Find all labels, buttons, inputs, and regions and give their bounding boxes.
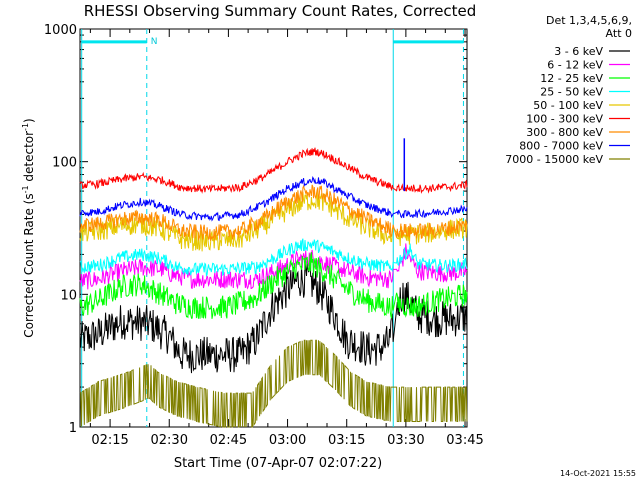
series-group: [79, 138, 468, 428]
footer-date: 14-Oct-2021 15:55: [560, 469, 636, 478]
legend-label: 300 - 800 keV: [526, 126, 603, 139]
flag-marker-label: N: [151, 37, 158, 47]
x-tick-label: 02:45: [210, 433, 247, 448]
y-tick-label: 1: [69, 421, 77, 436]
y-label-end: ): [22, 118, 36, 123]
legend-label: 50 - 100 keV: [533, 99, 603, 112]
y-label-mid: detector: [22, 131, 36, 186]
legend-label: 3 - 6 keV: [554, 45, 603, 58]
legend-label: 800 - 7000 keV: [519, 140, 603, 153]
series-line: [79, 261, 468, 374]
legend-header-1: Det 1,3,4,5,6,9,: [546, 14, 632, 27]
x-tick-label: 03:00: [269, 433, 306, 448]
series-line: [79, 252, 468, 319]
y-tick-label: 100: [52, 156, 77, 171]
series-line: [79, 184, 468, 242]
y-tick-label: 10: [60, 288, 77, 303]
axis-ticks: 02:15 02:30 02:45 03:00 03:15 03:30 03:45 1 10 10…: [44, 23, 484, 448]
x-tick-label: 02:30: [151, 433, 188, 448]
y-label-sup2: -1: [21, 123, 30, 131]
legend-header-2: Att 0: [606, 27, 632, 40]
series-line: [79, 238, 468, 277]
series-line: [79, 175, 468, 222]
y-label-sup1: -1: [21, 185, 30, 193]
x-tick-label: 02:15: [91, 433, 128, 448]
y-axis-label: Corrected Count Rate (s-1 detector-1): [21, 118, 36, 337]
series-line: [79, 243, 468, 290]
legend-label: 12 - 25 keV: [540, 72, 603, 85]
series-line: [79, 147, 468, 194]
legend-label: 25 - 50 keV: [540, 86, 603, 99]
x-axis-label: Start Time (07-Apr-07 02:07:22): [174, 456, 382, 471]
y-label-main: Corrected Count Rate (s: [22, 193, 36, 337]
x-tick-label: 03:30: [387, 433, 424, 448]
legend-label: 6 - 12 keV: [547, 59, 603, 72]
x-tick-label: 03:45: [446, 433, 483, 448]
chart-title: RHESSI Observing Summary Count Rates, Co…: [84, 2, 477, 20]
x-tick-label: 03:15: [328, 433, 365, 448]
legend-label: 7000 - 15000 keV: [505, 153, 603, 166]
legend-label: 100 - 300 keV: [526, 113, 603, 126]
series-line: [79, 339, 468, 428]
y-tick-label: 1000: [44, 23, 77, 38]
